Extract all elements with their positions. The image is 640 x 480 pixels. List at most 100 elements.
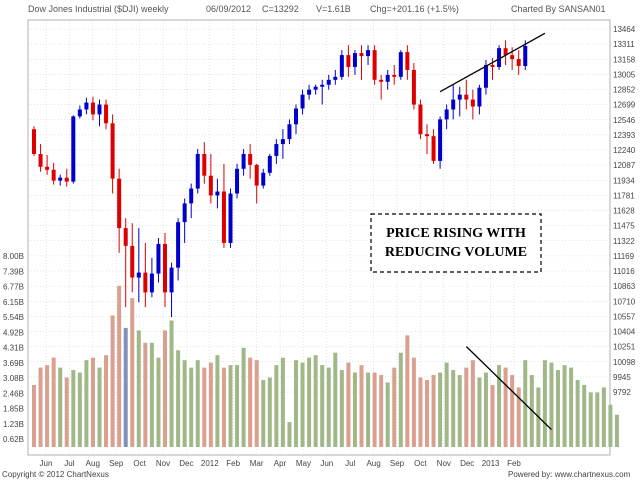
price-tick-label: 12852 xyxy=(613,86,636,95)
candle-down xyxy=(470,89,475,120)
volume-bar xyxy=(470,360,475,447)
candle-up xyxy=(333,69,338,85)
candle-body xyxy=(339,55,344,77)
volume-bar xyxy=(228,365,233,447)
volume-tick-label: 1.85B xyxy=(3,405,24,414)
volume-bar xyxy=(51,357,56,447)
candle-body xyxy=(359,53,364,57)
candle-up xyxy=(169,262,174,318)
volume-bar xyxy=(497,365,502,447)
candle-down xyxy=(418,99,423,140)
price-tick-label: 13158 xyxy=(613,55,636,64)
candle-down xyxy=(51,162,56,185)
candle-down xyxy=(123,218,128,308)
price-tick-label: 11169 xyxy=(613,252,635,261)
volume-bar xyxy=(457,375,462,447)
candle-up xyxy=(444,104,449,130)
candle-body xyxy=(470,99,475,107)
candle-up xyxy=(307,84,312,100)
time-tick-label: Dec xyxy=(179,459,193,468)
volume-bar xyxy=(477,377,482,447)
candle-down xyxy=(379,74,384,100)
price-tick-label: 11628 xyxy=(613,207,635,216)
candle-body xyxy=(149,273,154,293)
volume-bars xyxy=(32,285,619,447)
candle-up xyxy=(294,104,298,135)
price-tick-label: 12393 xyxy=(613,131,636,140)
volume-bar xyxy=(431,375,436,447)
candle-up xyxy=(320,79,325,105)
volume-bar xyxy=(398,352,403,447)
time-tick-label: 2013 xyxy=(482,459,500,468)
candle-body xyxy=(523,46,528,66)
volume-bar xyxy=(307,357,312,447)
price-tick-label: 12699 xyxy=(613,101,636,110)
volume-tick-label: 4.92B xyxy=(3,328,24,337)
volume-bar xyxy=(274,365,279,447)
price-tick-label: 11934 xyxy=(613,176,635,185)
candle-body xyxy=(241,153,246,169)
candle-down xyxy=(90,96,95,121)
volume-bar xyxy=(156,357,161,447)
candle-body xyxy=(392,74,397,77)
price-candles xyxy=(32,40,528,318)
price-tick-label: 11475 xyxy=(613,222,635,231)
volume-bar xyxy=(366,372,371,447)
volume-bar xyxy=(595,392,600,447)
volume-bar xyxy=(372,372,377,447)
volume-bar xyxy=(608,404,613,447)
candle-up xyxy=(176,218,181,281)
price-tick-label: 11016 xyxy=(613,267,635,276)
volume-bar xyxy=(130,298,135,447)
candle-up xyxy=(438,116,443,169)
price-tick-label: 10863 xyxy=(613,282,636,291)
volume-bar xyxy=(45,365,50,447)
volume-bar xyxy=(542,360,547,447)
volume-bar xyxy=(575,379,580,447)
candle-up xyxy=(280,129,285,159)
candle-down xyxy=(117,168,122,253)
volume-tick-label: 8.00B xyxy=(3,252,24,261)
volume-bar xyxy=(411,357,416,447)
candle-body xyxy=(385,74,390,82)
trendlines xyxy=(439,32,552,431)
volume-bar xyxy=(195,360,200,447)
volume-bar xyxy=(339,370,344,447)
candle-up xyxy=(497,45,502,70)
time-tick-label: Nov xyxy=(156,459,170,468)
candle-down xyxy=(32,126,36,156)
candle-up xyxy=(326,74,331,90)
volume-bar xyxy=(562,365,567,447)
candle-down xyxy=(431,129,436,164)
candle-body xyxy=(280,139,285,145)
annotation-line-2: REDUCING VOLUME xyxy=(385,245,527,260)
candle-body xyxy=(235,168,240,194)
candle-body xyxy=(58,177,63,181)
volume-bar xyxy=(392,367,397,447)
candle-up xyxy=(398,50,403,80)
price-tick-label: 11781 xyxy=(613,191,635,200)
candle-up xyxy=(287,119,292,145)
candle-body xyxy=(346,55,351,67)
volume-bar xyxy=(294,360,298,447)
volume-bar xyxy=(444,362,449,447)
volume-bar xyxy=(549,362,554,447)
volume-bar xyxy=(110,315,115,447)
volume-bar xyxy=(117,285,122,447)
volume-bar xyxy=(313,355,318,447)
volume-tick-label: 1.23B xyxy=(3,420,24,429)
volume-bar xyxy=(123,327,128,447)
candle-up xyxy=(457,86,462,117)
time-tick-label: Jul xyxy=(345,459,355,468)
candle-body xyxy=(444,109,449,120)
candle-down xyxy=(503,40,508,65)
candle-body xyxy=(503,48,508,56)
volume-bar xyxy=(104,355,109,447)
time-tick-label: Aug xyxy=(86,459,100,468)
candle-down xyxy=(45,154,50,175)
volume-bar xyxy=(163,330,167,447)
volume-tick-label: 3.08B xyxy=(3,374,24,383)
volume-bar xyxy=(32,384,36,447)
candle-body xyxy=(490,64,495,67)
candle-body xyxy=(287,124,292,140)
